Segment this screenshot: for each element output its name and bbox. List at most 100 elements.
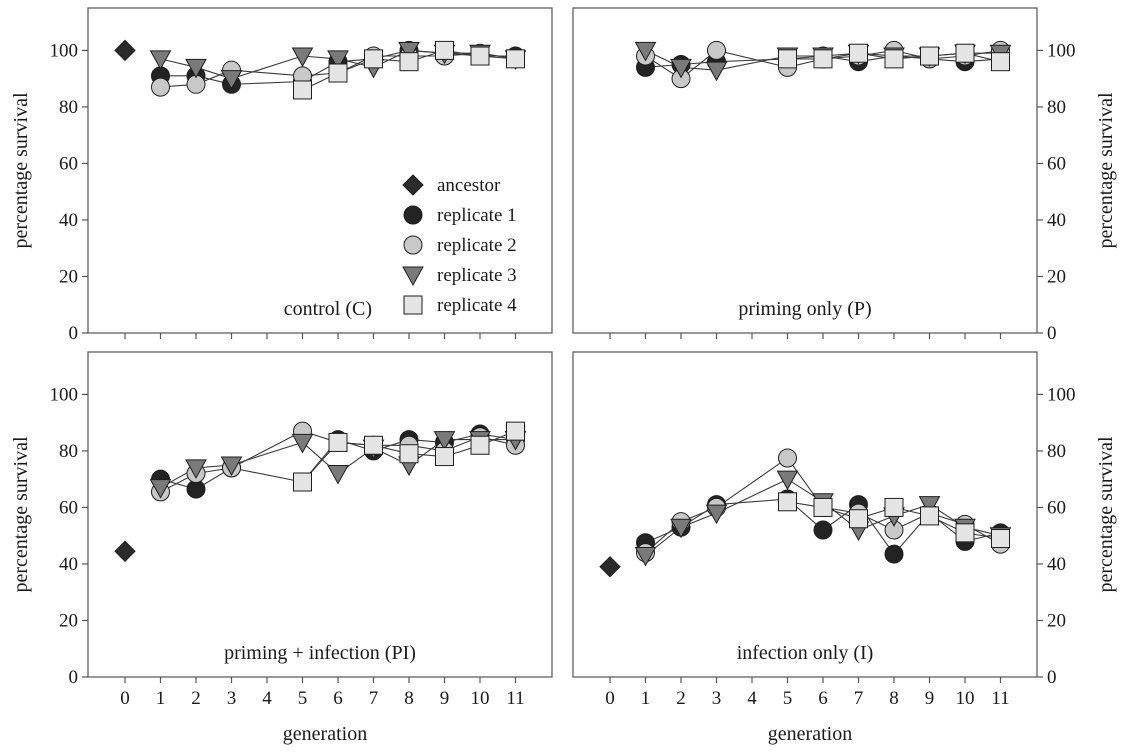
data-point-replicate-3 xyxy=(149,50,172,70)
data-point-replicate-4 xyxy=(506,49,525,69)
data-point-replicate-3 xyxy=(327,465,349,485)
x-axis-label: generation xyxy=(283,723,367,745)
x-tick-label: 3 xyxy=(712,688,722,709)
data-point-replicate-4 xyxy=(364,435,383,455)
data-point-replicate-4 xyxy=(991,52,1010,72)
legend: ancestor replicate 1 replicate 2 replicate … xyxy=(402,174,517,316)
x-tick-label: 10 xyxy=(956,688,975,709)
x-tick-label: 9 xyxy=(925,688,935,709)
data-point-replicate-2 xyxy=(778,448,797,468)
y-tick-label: 40 xyxy=(1047,210,1066,231)
data-point-replicate-3 xyxy=(705,61,728,82)
data-point-replicate-3 xyxy=(220,456,243,477)
data-point-replicate-3 xyxy=(185,58,207,79)
data-point-replicate-4 xyxy=(813,49,833,69)
legend-marker-replicate-4 xyxy=(403,295,423,315)
x-tick-label: 2 xyxy=(191,688,201,709)
y-tick-label: 100 xyxy=(50,384,79,405)
x-tick-label: 8 xyxy=(889,688,899,709)
data-point-replicate-1 xyxy=(813,520,833,540)
y-tick-label: 0 xyxy=(69,323,79,344)
data-point-replicate-3 xyxy=(634,41,657,62)
data-point-replicate-4 xyxy=(884,49,904,69)
y-axis-label: percentage survival xyxy=(10,92,32,248)
y-axis-label: percentage survival xyxy=(10,436,32,592)
data-point-replicate-3 xyxy=(291,47,314,68)
x-tick-label: 0 xyxy=(605,688,615,709)
series-line-replicate-1 xyxy=(160,433,516,490)
data-point-replicate-4 xyxy=(955,523,975,543)
legend-marker-replicate-1 xyxy=(403,205,423,225)
y-tick-label: 40 xyxy=(59,554,78,575)
data-point-ancestor xyxy=(114,39,136,62)
panel-3: 0 20 40 60 80 100 0 1 2 3 4 5 6 7 8 9 10 11 percentage sur… xyxy=(10,351,553,745)
data-point-replicate-4 xyxy=(364,49,383,69)
data-point-replicate-4 xyxy=(778,49,797,69)
y-tick-label: 60 xyxy=(1047,497,1066,518)
data-point-replicate-3 xyxy=(185,459,207,479)
x-tick-label: 10 xyxy=(471,688,490,709)
data-point-replicate-2 xyxy=(151,77,170,97)
legend-label: replicate 2 xyxy=(437,235,517,256)
plot-frame xyxy=(572,351,1038,678)
x-tick-label: 11 xyxy=(991,688,1009,709)
data-point-replicate-4 xyxy=(470,46,490,66)
data-point-replicate-4 xyxy=(470,435,490,455)
y-tick-label: 60 xyxy=(1047,153,1066,174)
y-tick-label: 20 xyxy=(59,266,78,287)
data-point-replicate-2 xyxy=(707,40,726,60)
data-point-replicate-4 xyxy=(435,40,454,60)
data-point-replicate-3 xyxy=(433,431,456,451)
y-tick-label: 80 xyxy=(1047,441,1066,462)
data-point-replicate-3 xyxy=(149,479,172,499)
data-point-replicate-3 xyxy=(670,518,692,539)
y-tick-label: 40 xyxy=(1047,554,1066,575)
panel-label: priming + infection (PI) xyxy=(224,642,416,664)
data-point-replicate-4 xyxy=(399,52,419,72)
legend-label: replicate 4 xyxy=(437,295,517,316)
data-point-replicate-3 xyxy=(291,433,314,454)
y-axis-label: percentage survival xyxy=(1095,92,1117,248)
data-point-replicate-3 xyxy=(918,496,941,516)
series-line-replicate-1 xyxy=(645,498,1001,555)
data-point-replicate-4 xyxy=(920,506,939,526)
y-tick-label: 80 xyxy=(1047,97,1066,118)
panel-2: 0 20 40 60 80 100 percentage survival priming o… xyxy=(572,7,1117,344)
x-tick-label: 2 xyxy=(676,688,686,709)
y-tick-label: 40 xyxy=(59,210,78,231)
y-tick-label: 20 xyxy=(1047,610,1066,631)
data-point-replicate-4 xyxy=(293,80,312,100)
plot-frame xyxy=(87,351,553,678)
x-tick-label: 5 xyxy=(783,688,793,709)
data-point-replicate-4 xyxy=(884,497,904,517)
data-point-replicate-4 xyxy=(849,509,868,529)
y-tick-label: 80 xyxy=(59,441,78,462)
x-axis-label: generation xyxy=(768,723,852,745)
legend-label: replicate 3 xyxy=(437,265,517,286)
legend-marker-replicate-2 xyxy=(403,235,423,255)
data-point-replicate-4 xyxy=(435,447,454,467)
series-line-replicate-3 xyxy=(645,478,1001,556)
y-tick-label: 80 xyxy=(59,97,78,118)
data-point-replicate-3 xyxy=(327,50,349,70)
x-tick-label: 9 xyxy=(440,688,450,709)
data-point-ancestor xyxy=(599,556,621,578)
data-point-replicate-4 xyxy=(920,46,939,66)
y-tick-label: 100 xyxy=(50,40,79,61)
series-line-replicate-2 xyxy=(645,49,1001,80)
series-line-replicate-2 xyxy=(645,457,1001,554)
y-tick-label: 0 xyxy=(1047,323,1057,344)
plot-frame xyxy=(87,7,553,334)
data-point-replicate-4 xyxy=(506,421,525,441)
y-tick-label: 20 xyxy=(1047,266,1066,287)
data-point-replicate-4 xyxy=(813,497,833,517)
data-point-replicate-4 xyxy=(399,444,419,464)
data-point-replicate-4 xyxy=(328,63,348,83)
data-point-replicate-4 xyxy=(293,472,312,492)
y-tick-label: 100 xyxy=(1047,384,1076,405)
y-axis-label: percentage survival xyxy=(1095,436,1117,592)
x-tick-label: 6 xyxy=(818,688,828,709)
data-point-replicate-1 xyxy=(884,544,904,564)
